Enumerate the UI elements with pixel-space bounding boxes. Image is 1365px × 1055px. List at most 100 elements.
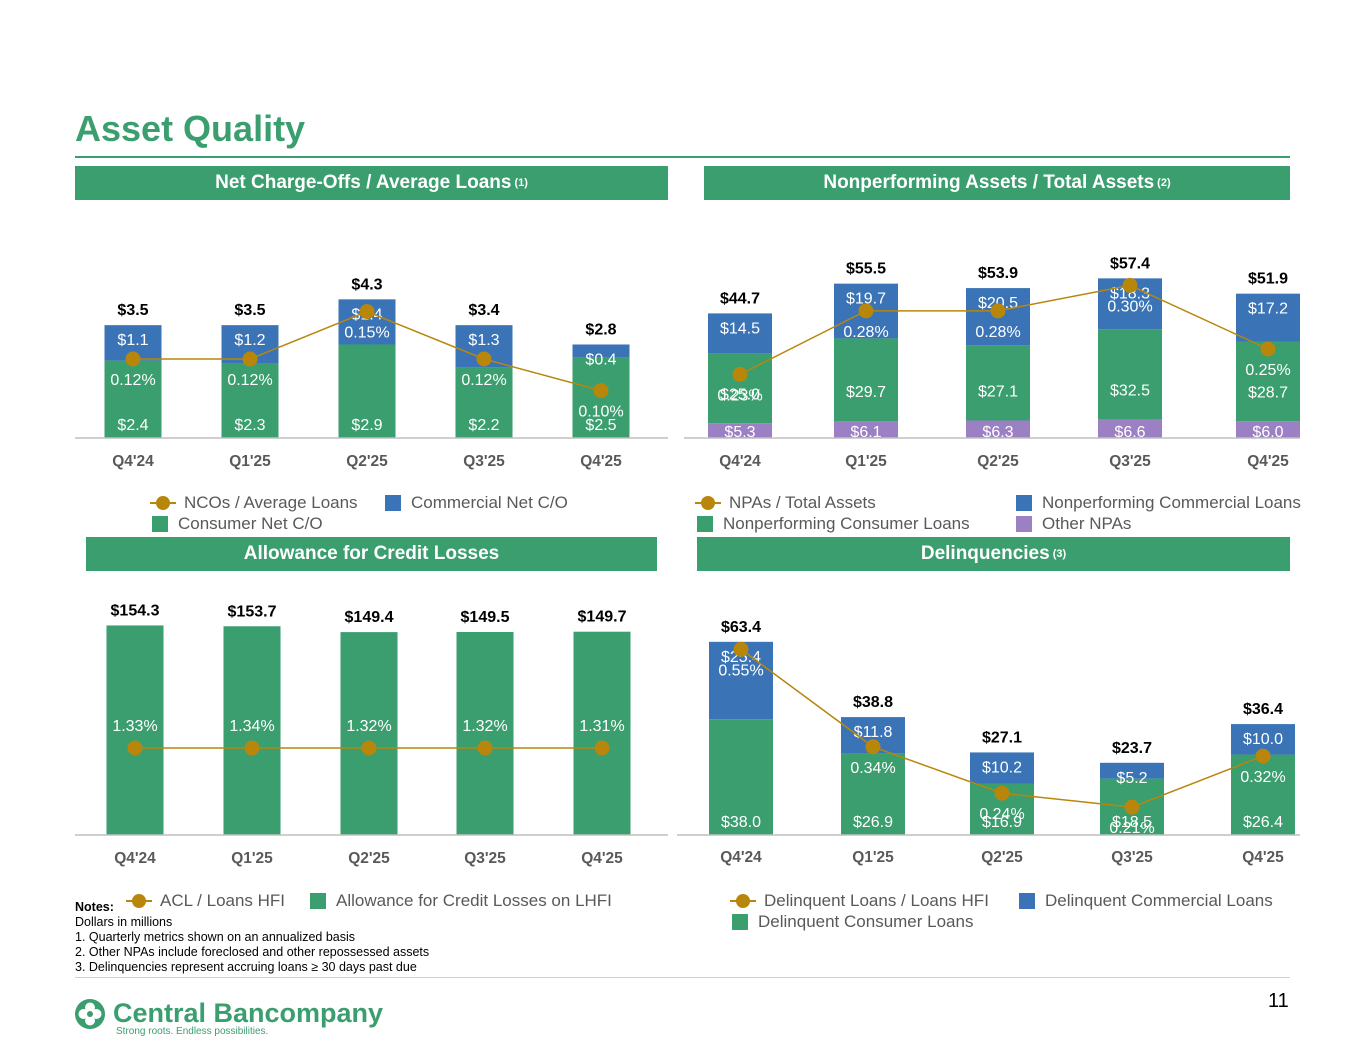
note-line: 1. Quarterly metrics shown on an annuali… bbox=[75, 930, 356, 944]
npa-x-tick-label: Q4'25 bbox=[1247, 453, 1289, 470]
legend-item-npa-blue: Nonperforming Commercial Loans bbox=[1016, 493, 1301, 513]
nco-segment-label: $2.2 bbox=[468, 417, 499, 434]
npa-x-tick-label: Q2'25 bbox=[977, 453, 1019, 470]
dq-ratio-point bbox=[994, 785, 1010, 801]
npa-bar-purple bbox=[966, 420, 1030, 438]
acl-total-label: $153.7 bbox=[228, 603, 277, 620]
legend-item-nco-line: NCOs / Average Loans bbox=[150, 493, 358, 513]
acl-ratio-label: 1.32% bbox=[462, 718, 507, 735]
nco-total-label: $3.5 bbox=[117, 302, 148, 319]
panel-header-npa: Nonperforming Assets / Total Assets (2) bbox=[704, 166, 1290, 200]
npa-bar-green bbox=[708, 353, 772, 424]
acl-ratio-point bbox=[244, 740, 260, 756]
green-swatch-icon bbox=[732, 914, 748, 930]
dq-segment-label: $16.9 bbox=[982, 814, 1022, 831]
npa-bar-purple bbox=[834, 421, 898, 438]
npa-total-label: $57.4 bbox=[1110, 255, 1150, 272]
acl-ratio-label: 1.34% bbox=[229, 718, 274, 735]
npa-ratio-point bbox=[1122, 277, 1138, 293]
legend-label: Delinquent Consumer Loans bbox=[758, 912, 974, 931]
dq-total-label: $38.8 bbox=[853, 694, 893, 711]
notes: Notes: Dollars in millions 1. Quarterly … bbox=[75, 900, 429, 975]
footer-divider bbox=[75, 977, 1290, 978]
npa-segment-label: $32.5 bbox=[1110, 383, 1150, 400]
legend-label: Other NPAs bbox=[1042, 514, 1132, 533]
dq-segment-label: $38.0 bbox=[721, 814, 761, 831]
dq-ratio-label: 0.34% bbox=[850, 760, 895, 777]
dq-ratio-point bbox=[1255, 748, 1271, 764]
legend-label: Delinquent Loans / Loans HFI bbox=[764, 891, 989, 910]
acl-ratio-point bbox=[477, 740, 493, 756]
dq-ratio-label: 0.55% bbox=[718, 662, 763, 679]
npa-bar-green bbox=[966, 345, 1030, 421]
npa-bar-purple bbox=[708, 423, 772, 438]
npa-ratio-point bbox=[732, 366, 748, 382]
npa-ratio-point bbox=[1260, 341, 1276, 357]
npa-ratio-label: 0.28% bbox=[975, 324, 1020, 341]
acl-x-tick-label: Q2'25 bbox=[348, 850, 390, 867]
dq-segment-label: $5.2 bbox=[1116, 770, 1147, 787]
npa-x-tick-label: Q4'24 bbox=[719, 453, 761, 470]
legend-label: Nonperforming Commercial Loans bbox=[1042, 493, 1301, 512]
nco-segment-label: $0.4 bbox=[585, 351, 616, 368]
acl-bar-green bbox=[573, 631, 631, 835]
title-divider bbox=[75, 156, 1290, 158]
acl-bar-green bbox=[223, 626, 281, 835]
nco-total-label: $3.4 bbox=[468, 302, 499, 319]
legend-label: ACL / Loans HFI bbox=[160, 891, 286, 910]
legend-label: Nonperforming Consumer Loans bbox=[723, 514, 970, 533]
acl-ratio-point bbox=[594, 740, 610, 756]
acl-total-label: $149.7 bbox=[578, 609, 627, 626]
nco-segment-label: $2.9 bbox=[351, 417, 382, 434]
legend-item-acl-line: ACL / Loans HFI bbox=[126, 891, 285, 911]
nco-x-tick-label: Q4'25 bbox=[580, 453, 622, 470]
nco-ratio-label: 0.15% bbox=[344, 325, 389, 342]
company-logo: Central Bancompany bbox=[74, 998, 383, 1030]
legend-label: Consumer Net C/O bbox=[178, 514, 323, 533]
npa-bar-blue bbox=[1236, 293, 1300, 342]
npa-total-label: $53.9 bbox=[978, 265, 1018, 282]
npa-segment-label: $17.2 bbox=[1248, 301, 1288, 318]
acl-ratio-label: 1.32% bbox=[346, 718, 391, 735]
npa-bar-green bbox=[1098, 329, 1162, 420]
npa-segment-label: $19.7 bbox=[846, 291, 886, 308]
acl-x-tick-label: Q1'25 bbox=[231, 850, 273, 867]
acl-ratio-label: 1.31% bbox=[579, 718, 624, 735]
dq-bar-green bbox=[1231, 754, 1295, 835]
legend-label: NCOs / Average Loans bbox=[184, 493, 358, 512]
acl-chart: $154.3 Q4'24 $153.7 Q1'25 $149.4 Q2'25 $149.5 Q… bbox=[75, 602, 668, 867]
npa-ratio-point bbox=[858, 303, 874, 319]
dq-x-tick-label: Q4'25 bbox=[1242, 849, 1284, 866]
npa-total-label: $55.5 bbox=[846, 261, 886, 278]
legend-item-acl-green: Allowance for Credit Losses on LHFI bbox=[310, 891, 612, 911]
acl-ratio-point bbox=[127, 740, 143, 756]
panel-header-dq: Delinquencies (3) bbox=[697, 537, 1290, 571]
dq-segment-label: $11.8 bbox=[854, 724, 893, 741]
npa-bar-purple bbox=[1236, 421, 1300, 438]
clover-logo-icon bbox=[75, 999, 105, 1029]
npa-segment-label: $5.3 bbox=[724, 424, 755, 441]
nco-segment-label: $1.1 bbox=[117, 332, 148, 349]
nco-ratio-point bbox=[359, 304, 375, 320]
npa-x-tick-label: Q1'25 bbox=[845, 453, 887, 470]
note-line: 2. Other NPAs include foreclosed and oth… bbox=[75, 945, 430, 959]
dq-ratio-point bbox=[1124, 799, 1140, 815]
npa-ratio-label: 0.23% bbox=[717, 387, 762, 404]
nco-segment-label: $1.3 bbox=[468, 332, 499, 349]
nco-bar-green bbox=[338, 344, 396, 438]
dq-segment-label: $25.4 bbox=[721, 649, 761, 666]
npa-bar-green bbox=[834, 338, 898, 422]
panel-ref-dq: (3) bbox=[1052, 548, 1067, 560]
panel-header-nco: Net Charge-Offs / Average Loans (1) bbox=[75, 166, 668, 200]
npa-ratio-label: 0.30% bbox=[1107, 298, 1152, 315]
nco-ratio-label: 0.10% bbox=[578, 404, 623, 421]
panel-header-acl: Allowance for Credit Losses bbox=[86, 537, 657, 571]
nco-ratio-label: 0.12% bbox=[461, 372, 506, 389]
panel-title-acl: Allowance for Credit Losses bbox=[243, 543, 500, 564]
nco-bar-green bbox=[455, 367, 513, 438]
panel-title-dq: Delinquencies bbox=[920, 543, 1050, 564]
npa-segment-label: $29.7 bbox=[846, 384, 886, 401]
npa-x-tick-label: Q3'25 bbox=[1109, 453, 1151, 470]
npa-segment-label: $6.6 bbox=[1114, 424, 1145, 441]
legend-label: Allowance for Credit Losses on LHFI bbox=[336, 891, 612, 910]
